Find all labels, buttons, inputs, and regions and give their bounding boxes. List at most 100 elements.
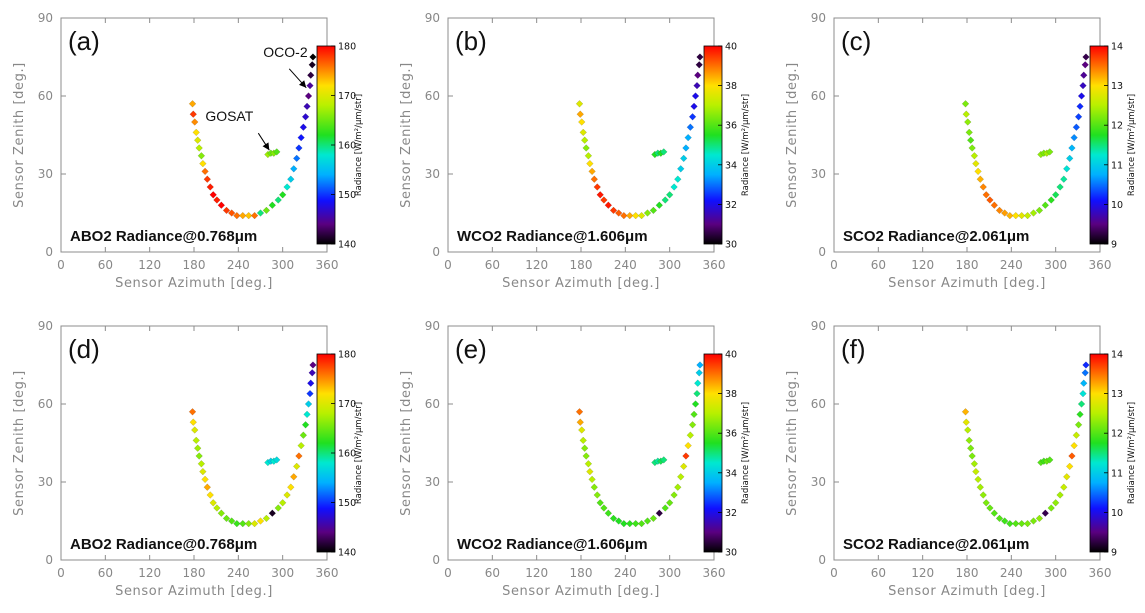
data-point <box>250 211 259 220</box>
data-point <box>303 410 311 419</box>
data-point <box>206 183 215 191</box>
colorbar <box>703 45 723 245</box>
data-point <box>292 462 301 471</box>
colorbar-tick-label: 30 <box>725 548 737 559</box>
colorbar-tick-label: 11 <box>1111 468 1123 479</box>
panel-label: (e) <box>455 334 487 364</box>
data-point <box>256 517 265 525</box>
panel-label: (b) <box>455 26 487 56</box>
data-point <box>614 517 623 525</box>
data-point <box>299 123 308 131</box>
data-point <box>289 473 298 481</box>
data-point <box>966 444 975 452</box>
x-tick-label: 360 <box>703 566 726 580</box>
data-point <box>577 426 586 434</box>
data-point <box>690 410 698 419</box>
plot-frame <box>60 325 328 561</box>
y-axis-label: Sensor Zenith [deg.] <box>399 370 414 516</box>
x-tick-label: 60 <box>98 566 113 580</box>
data-point <box>970 460 979 468</box>
data-point <box>1017 211 1026 220</box>
data-point <box>303 102 311 111</box>
colorbar-tick-label: 40 <box>725 350 737 361</box>
data-point <box>199 159 207 168</box>
data-point <box>649 206 658 215</box>
colorbar-tick-label: 140 <box>338 240 356 251</box>
data-point <box>995 206 1004 215</box>
data-point <box>965 128 973 137</box>
x-tick-label: 120 <box>525 566 548 580</box>
colorbar-tick-label: 150 <box>338 498 356 509</box>
data-point <box>1072 431 1081 439</box>
data-point <box>256 209 265 217</box>
data-point <box>213 196 221 204</box>
data-point <box>301 113 310 121</box>
x-tick-label: 240 <box>614 258 637 272</box>
x-tick-label: 300 <box>658 566 681 580</box>
data-point <box>190 118 199 126</box>
data-point <box>1047 196 1055 204</box>
data-point <box>676 165 685 173</box>
data-point <box>309 361 317 369</box>
x-tick-label: 360 <box>703 258 726 272</box>
data-point <box>961 100 970 108</box>
data-point <box>968 144 976 152</box>
data-point <box>1077 92 1086 100</box>
data-point <box>195 144 203 152</box>
colorbar-tick-label: 9 <box>1111 240 1117 251</box>
y-tick-label: 60 <box>811 397 826 411</box>
colorbar-tick-label: 140 <box>338 548 356 559</box>
data-point <box>693 379 702 387</box>
data-point <box>1051 499 1060 507</box>
data-point <box>233 211 241 220</box>
x-tick-label: 180 <box>183 258 206 272</box>
data-point <box>693 71 702 79</box>
data-point <box>304 92 313 100</box>
y-tick-label: 30 <box>38 475 53 489</box>
data-point <box>1041 509 1050 517</box>
colorbar-tick-label: 160 <box>338 141 356 152</box>
colorbar-tick-label: 13 <box>1111 81 1123 92</box>
data-point <box>1081 61 1089 69</box>
data-point <box>287 175 295 183</box>
data-point <box>670 491 678 499</box>
data-point <box>273 456 281 464</box>
colorbar-tick-label: 150 <box>338 190 356 201</box>
data-point <box>233 519 241 528</box>
data-point <box>637 519 646 528</box>
data-point <box>1035 514 1044 523</box>
data-point <box>1070 133 1078 142</box>
data-point <box>593 183 602 191</box>
data-point <box>674 175 682 183</box>
panel-label: (a) <box>68 26 100 56</box>
data-point <box>963 118 972 126</box>
y-tick-label: 90 <box>38 11 53 25</box>
data-point <box>244 519 253 528</box>
data-point <box>695 369 703 377</box>
data-point <box>239 519 247 528</box>
data-point <box>660 456 668 464</box>
x-tick-label: 360 <box>1089 566 1112 580</box>
data-point <box>301 421 310 429</box>
panel-caption: WCO2 Radiance@1.606μm <box>457 228 648 245</box>
data-point <box>227 517 236 525</box>
y-tick-label: 30 <box>811 475 826 489</box>
data-point <box>688 421 697 429</box>
data-point <box>1079 379 1088 387</box>
colorbar-title: Radiance [W/m²/μm/str] <box>741 94 751 196</box>
data-point <box>1000 209 1009 217</box>
x-tick-label: 0 <box>444 258 452 272</box>
x-axis-label: Sensor Azimuth [deg.] <box>115 584 273 599</box>
data-point <box>990 509 999 517</box>
data-point <box>283 183 291 191</box>
y-tick-label: 90 <box>38 319 53 333</box>
colorbar <box>703 353 723 553</box>
data-point <box>1074 113 1083 121</box>
colorbar-tick-label: 14 <box>1111 42 1123 53</box>
data-point <box>590 483 599 491</box>
x-tick-label: 180 <box>956 258 979 272</box>
panel-label: (c) <box>841 26 871 56</box>
data-point <box>688 113 697 121</box>
x-tick-label: 180 <box>183 566 206 580</box>
